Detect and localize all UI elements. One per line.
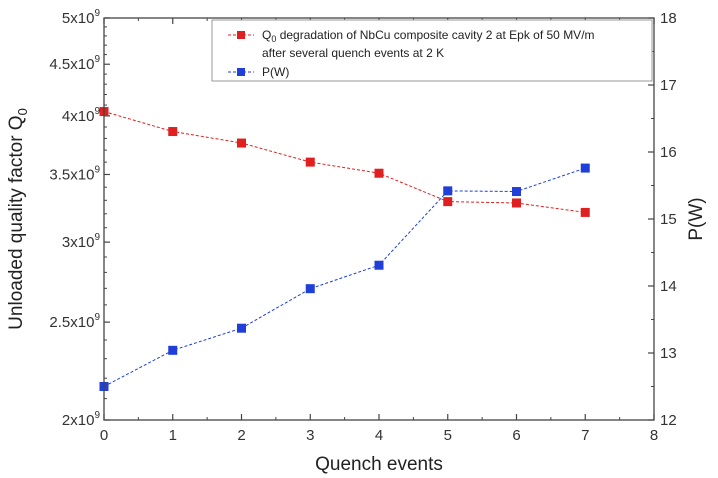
- y-left-tick-exponent: 9: [94, 164, 100, 175]
- series-0-point: [374, 168, 384, 178]
- y-left-tick-exponent: 9: [94, 106, 100, 117]
- y-left-tick-mantissa: 2.5x10: [49, 314, 94, 331]
- y-axis-left: 2x1092.5x1093x1093.5x1094x1094.5x1095x10…: [49, 8, 110, 429]
- y-axis-left-title-subscript: 0: [15, 108, 30, 115]
- legend-box: [211, 19, 653, 82]
- x-axis: 0 1 2 3 4 5 6 7 8: [100, 18, 658, 444]
- y-left-tick-mantissa: 3x10: [62, 234, 95, 251]
- series-1-point: [374, 260, 384, 270]
- y-left-tick-exponent: 9: [94, 232, 100, 243]
- series-layer: [99, 107, 590, 391]
- x-tick-label: 0: [100, 427, 108, 444]
- y-axis-right: 12 13 14 15 16 17 18: [648, 10, 677, 429]
- legend-q-prefix: Q: [262, 28, 271, 42]
- series-1-point: [168, 345, 178, 355]
- series-0-point: [512, 198, 521, 208]
- x-tick-label: 1: [169, 427, 177, 444]
- x-tick-label: 3: [306, 427, 314, 444]
- y-right-tick-label: 12: [660, 412, 677, 429]
- y-left-tick-label: 3.5x109: [49, 164, 100, 183]
- x-tick-label: 7: [581, 427, 589, 444]
- y-left-tick-mantissa: 2x10: [62, 412, 95, 429]
- legend-q-subscript: 0: [271, 34, 276, 44]
- y-left-tick-label: 2.5x109: [49, 312, 100, 331]
- y-axis-left-title: Unloaded quality factor Q0: [6, 108, 30, 330]
- series-1-point: [305, 284, 315, 294]
- x-axis-title: Quench events: [315, 454, 443, 475]
- series-1-point: [443, 186, 453, 196]
- plot-frame: [103, 17, 655, 421]
- series-0-point: [237, 138, 246, 148]
- y-right-tick-label: 14: [660, 278, 677, 295]
- y-left-tick-label: 3x109: [62, 232, 101, 251]
- x-tick-label: 6: [512, 427, 520, 444]
- series-0-point: [580, 207, 590, 217]
- series-0-point: [305, 157, 315, 167]
- x-tick-label: 8: [650, 427, 658, 444]
- legend-p-label: P(W): [262, 65, 289, 79]
- y-axis-right-title: P(W): [686, 197, 707, 240]
- series-0-line: [103, 111, 586, 213]
- series-1-point: [237, 323, 246, 333]
- legend-q-rest: degradation of NbCu composite cavity 2 a…: [276, 28, 594, 42]
- x-tick-label: 2: [237, 427, 245, 444]
- y-left-tick-label: 4.5x109: [49, 54, 100, 73]
- x-tick-label: 4: [375, 427, 383, 444]
- y-right-tick-label: 15: [660, 211, 677, 228]
- y-axis-left-title-main: Unloaded quality factor Q: [6, 115, 27, 329]
- y-right-tick-label: 16: [660, 144, 677, 161]
- series-0-point: [443, 197, 453, 207]
- y-left-tick-exponent: 9: [94, 410, 100, 421]
- legend-q-marker: [237, 31, 245, 39]
- y-right-tick-label: 13: [660, 345, 677, 362]
- y-left-tick-exponent: 9: [94, 312, 100, 323]
- y-left-tick-mantissa: 3.5x10: [49, 166, 94, 183]
- x-tick-label: 5: [444, 427, 452, 444]
- y-left-tick-mantissa: 4x10: [62, 108, 95, 125]
- y-left-tick-exponent: 9: [94, 8, 100, 19]
- y-left-tick-mantissa: 5x10: [62, 10, 95, 27]
- series-0-point: [168, 127, 178, 137]
- series-1-point: [580, 163, 590, 173]
- series-1-line: [103, 167, 586, 387]
- legend-q-label-line1: Q0 degradation of NbCu composite cavity …: [262, 28, 595, 44]
- y-left-tick-label: 5x109: [62, 8, 101, 27]
- series-1-point: [512, 187, 521, 197]
- y-left-tick-label: 4x109: [62, 106, 101, 125]
- legend: Q0 degradation of NbCu composite cavity …: [211, 19, 653, 82]
- legend-p-marker: [237, 68, 245, 76]
- y-right-tick-label: 18: [660, 10, 677, 27]
- y-left-tick-label: 2x109: [62, 410, 101, 429]
- y-right-tick-label: 17: [660, 77, 677, 94]
- y-left-tick-mantissa: 4.5x10: [49, 56, 94, 73]
- legend-q-label-line2: after several quench events at 2 K: [262, 46, 444, 60]
- y-left-tick-exponent: 9: [94, 54, 100, 65]
